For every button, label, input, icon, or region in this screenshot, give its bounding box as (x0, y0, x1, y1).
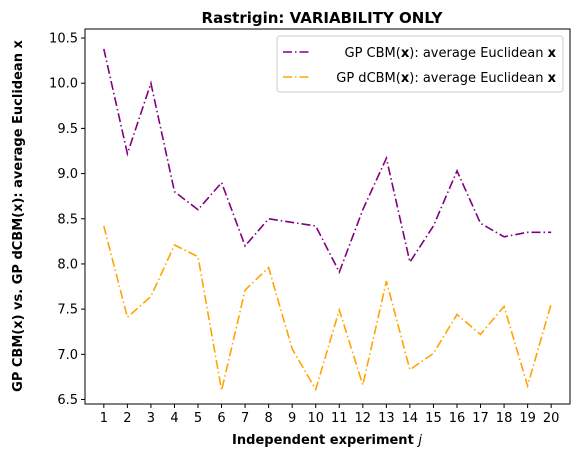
legend-label-2: GP dCBM(x): average Euclidean x (336, 71, 556, 86)
legend-label-1: GP CBM(x): average Euclidean x (345, 46, 557, 61)
x-tick-label: 16 (449, 411, 466, 426)
y-tick-label: 9.5 (57, 122, 78, 137)
x-tick-label: 1 (100, 411, 108, 426)
y-axis-label: GP CBM(x) vs. GP dCBM(x): average Euclid… (11, 40, 26, 392)
x-tick-label: 3 (147, 411, 155, 426)
legend-frame (276, 35, 564, 93)
x-tick-label: 9 (288, 411, 296, 426)
y-tick-label: 10.5 (49, 32, 78, 47)
legend: GP CBM(x): average Euclidean x GP dCBM(x)… (276, 35, 564, 93)
x-tick-label: 15 (425, 411, 442, 426)
x-tick-label: 7 (241, 411, 249, 426)
x-tick-label: 13 (378, 411, 395, 426)
x-tick-label: 10 (307, 411, 324, 426)
x-tick-label: 8 (265, 411, 273, 426)
x-tick-label: 18 (496, 411, 513, 426)
x-axis: 1 2 3 4 5 6 7 8 9 10 11 12 13 14 15 16 17 18 19 20 (100, 404, 560, 426)
x-tick-label: 11 (331, 411, 348, 426)
y-tick-label: 7.5 (57, 303, 78, 318)
x-tick-label: 19 (519, 411, 536, 426)
y-tick-label: 6.5 (57, 393, 78, 408)
x-tick-label: 5 (194, 411, 202, 426)
y-tick-label: 8.0 (57, 257, 78, 272)
y-axis: 6.5 7.0 7.5 8.0 8.5 9.0 9.5 10.0 10.5 (49, 32, 85, 408)
series-line-1 (103, 48, 552, 275)
x-tick-label: 2 (123, 411, 131, 426)
x-tick-label: 6 (217, 411, 225, 426)
x-tick-label: 12 (355, 411, 372, 426)
x-tick-label: 14 (402, 411, 419, 426)
y-tick-label: 8.5 (57, 212, 78, 227)
y-tick-label: 10.0 (49, 77, 78, 92)
x-tick-label: 20 (543, 411, 560, 426)
x-axis-label: Independent experiment j (232, 433, 422, 448)
plot-frame (84, 28, 571, 405)
y-tick-label: 7.0 (57, 348, 78, 363)
plot-series (103, 48, 552, 392)
chart-title: Rastrigin: VARIABILITY ONLY (202, 9, 444, 27)
series-line-2 (103, 225, 552, 392)
x-tick-label: 17 (472, 411, 489, 426)
x-tick-label: 4 (170, 411, 178, 426)
y-tick-label: 9.0 (57, 167, 78, 182)
